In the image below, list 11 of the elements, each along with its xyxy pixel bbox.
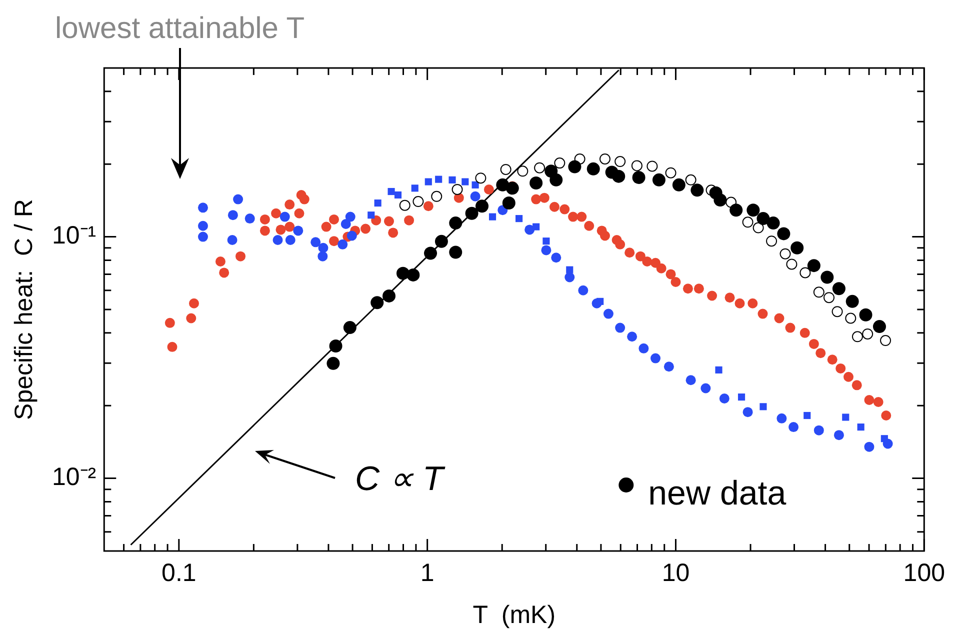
x-tick-label: 1	[420, 558, 434, 587]
x-tick-label: 100	[903, 558, 946, 587]
text: lowest attainable T	[55, 12, 305, 45]
x-tick-label: 10	[662, 558, 690, 587]
annotation: C ∝ T	[355, 460, 446, 498]
legend-label: new data	[648, 474, 786, 512]
y-tick-label: 10⁻²	[52, 463, 96, 492]
y-tick-label: 10⁻¹	[52, 222, 96, 250]
x-tick-label: 0.1	[162, 558, 196, 587]
x-axis-title: T (mK)	[472, 600, 556, 629]
y-axis-title: Specific heat: C / R	[10, 199, 38, 420]
